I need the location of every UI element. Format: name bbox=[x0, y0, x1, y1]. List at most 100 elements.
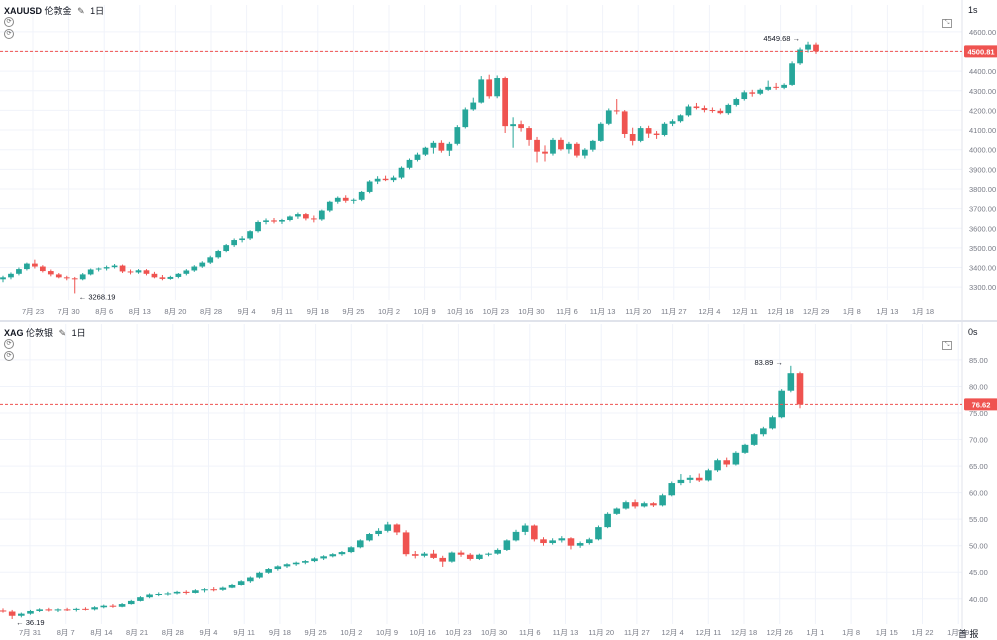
gold-candle[interactable] bbox=[454, 127, 461, 144]
silver-candle[interactable] bbox=[540, 539, 547, 544]
gold-candle[interactable] bbox=[71, 278, 78, 280]
gold-candle[interactable] bbox=[717, 110, 724, 114]
gold-candle[interactable] bbox=[247, 231, 253, 239]
silver-candle[interactable] bbox=[576, 543, 584, 546]
silver-candle[interactable] bbox=[356, 540, 364, 548]
gold-candle[interactable] bbox=[135, 270, 142, 273]
gold-candle[interactable] bbox=[558, 139, 564, 150]
silver-candle[interactable] bbox=[109, 605, 117, 607]
gold-candle[interactable] bbox=[621, 111, 628, 134]
info-icon[interactable]: ⟳ bbox=[4, 339, 14, 349]
silver-candle[interactable] bbox=[402, 532, 410, 555]
gold-candle[interactable] bbox=[661, 123, 668, 135]
gold-candle[interactable] bbox=[510, 124, 516, 127]
silver-candle[interactable] bbox=[182, 591, 190, 593]
edit-icon[interactable]: ✎ bbox=[77, 6, 85, 16]
silver-candle[interactable] bbox=[54, 609, 62, 611]
silver-chart-pane[interactable]: 85.00 80.00 75.00 70.00 65.00 60.00 55.00 50.00… bbox=[0, 322, 997, 639]
silver-candle[interactable] bbox=[741, 444, 749, 453]
gold-candle[interactable] bbox=[669, 121, 676, 124]
silver-candle[interactable] bbox=[91, 607, 98, 610]
gold-candle[interactable] bbox=[95, 268, 102, 270]
gold-candle[interactable] bbox=[87, 269, 94, 275]
silver-candle[interactable] bbox=[421, 553, 428, 556]
gold-candle[interactable] bbox=[597, 123, 604, 141]
silver-candle[interactable] bbox=[237, 581, 245, 585]
gold-candle[interactable] bbox=[725, 104, 732, 114]
edit-icon[interactable]: ✎ bbox=[58, 328, 67, 338]
gold-candle[interactable] bbox=[805, 44, 811, 50]
gold-candle[interactable] bbox=[231, 240, 238, 246]
silver-candle[interactable] bbox=[586, 539, 593, 544]
gold-candle[interactable] bbox=[789, 63, 795, 85]
silver-candle[interactable] bbox=[732, 452, 740, 465]
gold-candle[interactable] bbox=[103, 267, 110, 269]
silver-candle[interactable] bbox=[549, 540, 556, 544]
silver-candle[interactable] bbox=[173, 591, 181, 594]
silver-candle[interactable] bbox=[512, 531, 520, 541]
gold-candle[interactable] bbox=[342, 197, 349, 201]
maximize-icon[interactable]: ⤡ bbox=[942, 19, 952, 28]
silver-candle[interactable] bbox=[127, 600, 135, 605]
gold-candle[interactable] bbox=[733, 99, 740, 105]
gold-candle[interactable] bbox=[605, 110, 612, 124]
silver-candle[interactable] bbox=[228, 584, 236, 588]
gold-candlestick-chart[interactable]: 4600.004500.004400.004300.004200.004100.… bbox=[0, 0, 997, 320]
silver-candle[interactable] bbox=[448, 552, 456, 562]
silver-interval[interactable]: 1日 bbox=[71, 328, 86, 338]
gold-candle[interactable] bbox=[502, 78, 509, 127]
silver-interval-tag[interactable]: 0s bbox=[968, 327, 978, 337]
gold-candle[interactable] bbox=[526, 128, 532, 140]
gold-candle[interactable] bbox=[797, 49, 803, 64]
gold-candle[interactable] bbox=[271, 220, 277, 222]
gold-candle[interactable] bbox=[310, 218, 317, 220]
silver-candle[interactable] bbox=[531, 525, 538, 540]
silver-candle[interactable] bbox=[192, 590, 199, 593]
silver-candle[interactable] bbox=[118, 604, 126, 607]
silver-candle[interactable] bbox=[659, 495, 666, 506]
info-icon[interactable]: ⟳ bbox=[4, 17, 14, 27]
silver-candle[interactable] bbox=[210, 589, 217, 591]
gold-candle[interactable] bbox=[518, 124, 524, 129]
silver-candle[interactable] bbox=[8, 611, 16, 616]
gold-candle[interactable] bbox=[438, 142, 445, 151]
gold-candle[interactable] bbox=[295, 214, 301, 217]
gold-candle[interactable] bbox=[303, 214, 309, 219]
silver-candle[interactable] bbox=[466, 554, 474, 559]
gold-candle[interactable] bbox=[693, 106, 700, 109]
gold-candle[interactable] bbox=[24, 263, 30, 270]
silver-candle[interactable] bbox=[329, 554, 337, 557]
gold-symbol[interactable]: XAUUSD bbox=[4, 6, 43, 16]
gold-candle[interactable] bbox=[749, 92, 756, 94]
gold-candle[interactable] bbox=[430, 142, 437, 148]
maximize-icon[interactable]: ⤡ bbox=[942, 341, 952, 350]
gold-candle[interactable] bbox=[318, 210, 325, 220]
silver-candle[interactable] bbox=[375, 530, 382, 535]
gold-candle[interactable] bbox=[765, 86, 772, 90]
gold-candle[interactable] bbox=[8, 273, 14, 278]
gold-candle[interactable] bbox=[175, 273, 182, 277]
gold-candle[interactable] bbox=[677, 115, 684, 122]
gold-candle[interactable] bbox=[63, 277, 70, 279]
gold-candle[interactable] bbox=[111, 265, 118, 268]
gold-candle[interactable] bbox=[422, 147, 429, 155]
gold-candle[interactable] bbox=[0, 277, 6, 280]
silver-candle[interactable] bbox=[82, 608, 89, 610]
gold-candle[interactable] bbox=[653, 133, 660, 135]
gold-candle[interactable] bbox=[183, 270, 190, 274]
silver-candle[interactable] bbox=[100, 605, 108, 608]
gold-candle[interactable] bbox=[637, 128, 644, 141]
gold-candle[interactable] bbox=[239, 238, 245, 241]
gold-candle[interactable] bbox=[613, 110, 620, 112]
silver-candle[interactable] bbox=[631, 502, 639, 507]
silver-candle[interactable] bbox=[247, 577, 254, 582]
silver-candle[interactable] bbox=[668, 483, 676, 496]
silver-candle[interactable] bbox=[45, 609, 53, 611]
silver-candle[interactable] bbox=[787, 373, 795, 391]
gold-candle[interactable] bbox=[701, 108, 708, 111]
silver-candle[interactable] bbox=[714, 460, 721, 471]
silver-candle[interactable] bbox=[137, 597, 144, 601]
gold-candle[interactable] bbox=[143, 270, 150, 274]
silver-candle[interactable] bbox=[256, 572, 263, 578]
gold-candle[interactable] bbox=[358, 191, 365, 200]
